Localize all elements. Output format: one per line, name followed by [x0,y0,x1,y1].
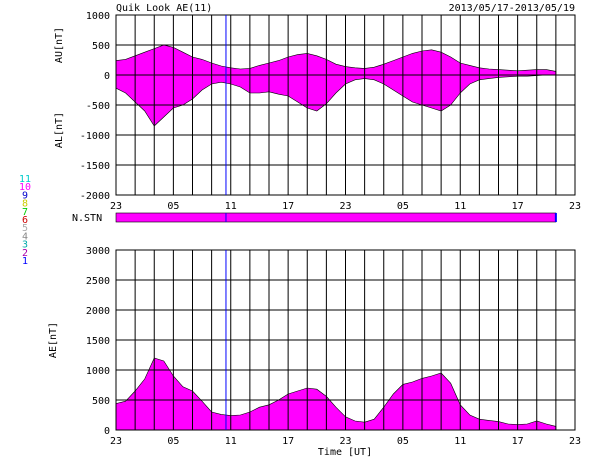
ae-axis-label: AE[nT] [48,322,59,358]
ae-ytick-label: 2500 [86,276,110,287]
ae-ytick-label: 0 [104,426,110,437]
station-legend-2: 2 [22,248,28,259]
station-legend-7: 7 [22,207,28,218]
aual-xtick-label: 05 [167,201,179,212]
station-legend-11: 11 [19,174,31,185]
ae-xtick-label: 11 [454,436,466,447]
ae-area [115,357,557,431]
nstn-label: N.STN [72,213,102,224]
ae-xtick-label: 17 [282,436,294,447]
aual-ytick-label: -2000 [80,191,110,202]
ae-ytick-label: 1000 [86,366,110,377]
ae-xtick-label: 05 [397,436,409,447]
aual-xtick-label: 23 [569,201,581,212]
ae-xtick-label: 23 [339,436,351,447]
ae-xtick-label: 05 [167,436,179,447]
station-legend-5: 5 [22,223,28,234]
ae-xtick-label: 23 [110,436,122,447]
aual-area [115,44,557,127]
ae-ytick-label: 2000 [86,306,110,317]
aual-ytick-label: 0 [104,71,110,82]
ae-ytick-label: 3000 [86,246,110,257]
aual-xtick-label: 23 [110,201,122,212]
ae-xtick-label: 17 [512,436,524,447]
ae-xtick-label: 11 [225,436,237,447]
station-legend-3: 3 [22,240,28,251]
aual-ytick-label: -1500 [80,161,110,172]
aual-frame [115,14,576,196]
aual-ytick-label: 1000 [86,11,110,22]
chart-title: Quik Look AE(11) [116,3,212,14]
au-axis-label: AU[nT] [54,27,65,63]
aual-xtick-label: 23 [339,201,351,212]
nstn-bar [115,212,557,223]
aual-xtick-label: 11 [454,201,466,212]
aual-ytick-label: -500 [86,101,110,112]
al-axis-label: AL[nT] [54,112,65,148]
aual-ytick-label: -1000 [80,131,110,142]
station-legend-6: 6 [22,215,28,226]
aual-ytick-label: 500 [92,41,110,52]
station-legend-10: 10 [19,182,31,193]
station-legend-1: 1 [22,256,28,267]
aual-xtick-label: 05 [397,201,409,212]
x-axis-label: Time [UT] [318,447,372,458]
aual-xtick-label: 11 [225,201,237,212]
date-range: 2013/05/17-2013/05/19 [449,3,575,14]
aual-xtick-label: 17 [512,201,524,212]
station-legend-9: 9 [22,190,28,201]
ae-ytick-label: 500 [92,396,110,407]
station-legend-8: 8 [22,199,28,210]
aual-xtick-label: 17 [282,201,294,212]
station-legend-4: 4 [22,231,28,242]
ae-frame [115,249,576,431]
ae-ytick-label: 1500 [86,336,110,347]
ae-xtick-label: 23 [569,436,581,447]
